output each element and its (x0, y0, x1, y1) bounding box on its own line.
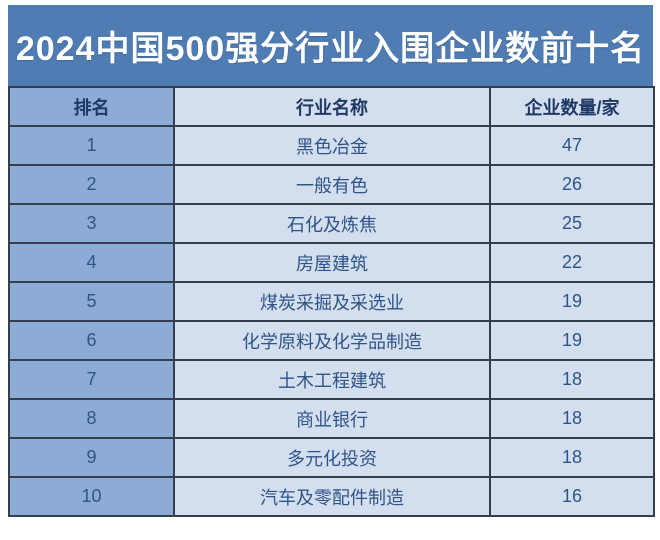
table-row: 9 多元化投资 18 (8, 437, 655, 478)
table-row: 3 石化及炼焦 25 (8, 203, 655, 244)
table-row: 1 黑色冶金 47 (8, 125, 655, 166)
count-cell: 16 (489, 476, 655, 517)
column-header-rank: 排名 (8, 86, 175, 127)
industry-cell: 汽车及零配件制造 (173, 476, 491, 517)
count-cell: 47 (489, 125, 655, 166)
count-cell: 18 (489, 437, 655, 478)
rank-cell: 6 (8, 320, 175, 361)
count-cell: 19 (489, 320, 655, 361)
industry-cell: 多元化投资 (173, 437, 491, 478)
rank-cell: 7 (8, 359, 175, 400)
industry-ranking-table: 排名 行业名称 企业数量/家 1 黑色冶金 47 2 一般有色 26 3 石化及… (8, 86, 655, 517)
rank-cell: 3 (8, 203, 175, 244)
industry-cell: 煤炭采掘及采选业 (173, 281, 491, 322)
industry-cell: 化学原料及化学品制造 (173, 320, 491, 361)
industry-cell: 一般有色 (173, 164, 491, 205)
industry-cell: 石化及炼焦 (173, 203, 491, 244)
rank-cell: 4 (8, 242, 175, 283)
column-header-count: 企业数量/家 (489, 86, 655, 127)
industry-cell: 房屋建筑 (173, 242, 491, 283)
table-row: 7 土木工程建筑 18 (8, 359, 655, 400)
rank-cell: 1 (8, 125, 175, 166)
count-cell: 25 (489, 203, 655, 244)
count-cell: 18 (489, 359, 655, 400)
table-header-row: 排名 行业名称 企业数量/家 (8, 86, 655, 127)
rank-cell: 5 (8, 281, 175, 322)
rank-cell: 10 (8, 476, 175, 517)
table-row: 5 煤炭采掘及采选业 19 (8, 281, 655, 322)
table-row: 8 商业银行 18 (8, 398, 655, 439)
count-cell: 19 (489, 281, 655, 322)
table-row: 2 一般有色 26 (8, 164, 655, 205)
rank-cell: 8 (8, 398, 175, 439)
count-cell: 18 (489, 398, 655, 439)
industry-cell: 黑色冶金 (173, 125, 491, 166)
table-row: 10 汽车及零配件制造 16 (8, 476, 655, 517)
column-header-industry: 行业名称 (173, 86, 491, 127)
page-title: 2024中国500强分行业入围企业数前十名 (8, 5, 653, 86)
infographic-table: 2024中国500强分行业入围企业数前十名 排名 行业名称 企业数量/家 1 黑… (8, 5, 655, 517)
industry-cell: 土木工程建筑 (173, 359, 491, 400)
table-row: 4 房屋建筑 22 (8, 242, 655, 283)
rank-cell: 9 (8, 437, 175, 478)
count-cell: 26 (489, 164, 655, 205)
industry-cell: 商业银行 (173, 398, 491, 439)
count-cell: 22 (489, 242, 655, 283)
rank-cell: 2 (8, 164, 175, 205)
table-row: 6 化学原料及化学品制造 19 (8, 320, 655, 361)
